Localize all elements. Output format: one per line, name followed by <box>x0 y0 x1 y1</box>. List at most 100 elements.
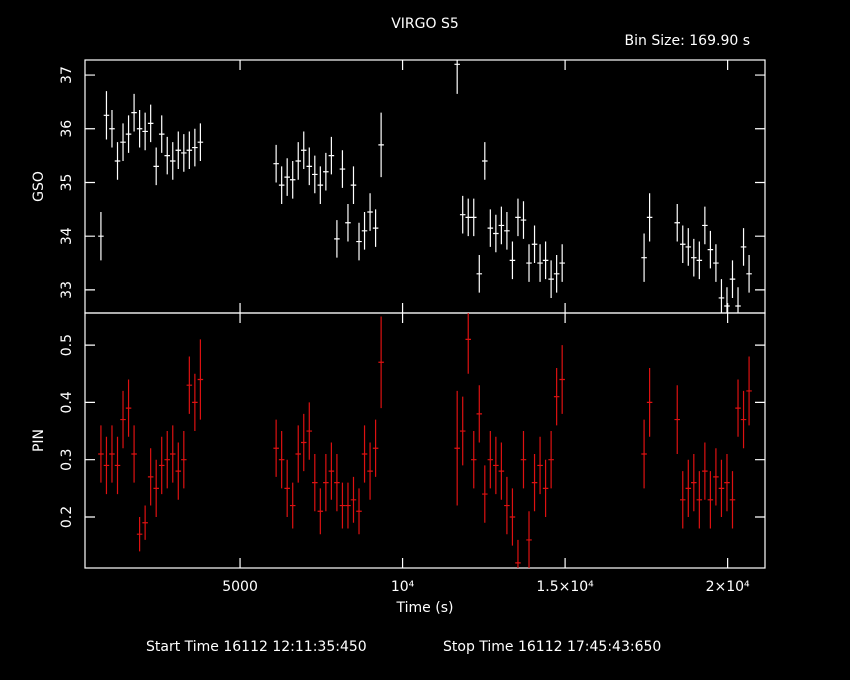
error-bar <box>646 193 653 242</box>
series <box>98 60 752 313</box>
error-bar <box>685 228 692 266</box>
error-bar <box>553 254 560 293</box>
error-bar <box>356 222 362 261</box>
bin-size: Bin Size: 169.90 s <box>625 33 750 49</box>
error-bar <box>542 459 549 517</box>
error-bar <box>476 254 483 293</box>
error-bar <box>175 442 182 500</box>
error-bar <box>192 373 198 432</box>
error-bar <box>735 379 741 437</box>
error-bar <box>125 379 132 437</box>
y-tick-label: 35 <box>59 174 75 192</box>
error-bar <box>98 212 104 261</box>
error-bar <box>729 260 736 298</box>
error-bar <box>509 241 516 280</box>
error-bar <box>131 93 137 132</box>
error-bar <box>537 436 543 495</box>
error-bar <box>295 142 301 180</box>
error-bar <box>378 316 384 409</box>
error-bar <box>120 123 126 161</box>
error-bar <box>493 214 499 253</box>
error-bar <box>158 436 165 495</box>
error-bar <box>142 112 148 151</box>
error-bar <box>339 482 346 529</box>
y-tick-label: 34 <box>59 227 75 245</box>
error-bar <box>515 539 521 568</box>
error-bar <box>186 131 193 170</box>
error-bar <box>289 160 296 199</box>
error-bar <box>515 198 521 237</box>
error-bar <box>284 158 290 196</box>
error-bar <box>476 385 483 443</box>
y-tick-label: 0.4 <box>59 391 75 413</box>
series <box>98 313 752 568</box>
error-bar <box>702 442 708 500</box>
error-bar <box>372 419 379 477</box>
error-bar <box>284 459 290 517</box>
error-bar <box>520 431 527 489</box>
error-bar <box>498 206 505 245</box>
error-bar <box>350 166 357 204</box>
error-bar <box>328 136 335 175</box>
error-bar <box>713 448 719 506</box>
error-bar <box>746 254 752 293</box>
error-bar <box>367 193 373 231</box>
y-tick-label: 0.2 <box>59 506 75 528</box>
error-bar <box>520 201 527 239</box>
error-bar <box>356 488 362 535</box>
error-bar <box>192 128 198 167</box>
plot-frame <box>84 312 766 569</box>
stop-time: Stop Time 16112 17:45:43:650 <box>443 639 661 655</box>
error-bar <box>526 511 532 568</box>
error-bar <box>317 488 324 535</box>
error-bar <box>735 287 741 313</box>
error-bar <box>724 287 730 313</box>
error-bar <box>718 459 725 517</box>
x-axis-label: Time (s) <box>396 600 454 616</box>
error-bar <box>306 402 313 460</box>
error-bar <box>537 244 543 282</box>
error-bar <box>300 413 307 472</box>
error-bar <box>454 60 460 94</box>
error-bar <box>334 220 340 258</box>
error-bar <box>273 419 279 477</box>
error-bar <box>559 345 565 414</box>
error-bar <box>312 155 318 194</box>
y-axis-label: PIN <box>31 429 47 452</box>
error-bar <box>680 225 686 264</box>
error-bar <box>181 431 187 489</box>
error-bar <box>713 244 719 282</box>
error-bar <box>493 436 499 495</box>
error-bar <box>136 109 143 148</box>
error-bar <box>746 356 752 426</box>
error-bar <box>707 471 714 529</box>
y-tick-label: 36 <box>59 120 75 138</box>
error-bar <box>306 147 313 186</box>
error-bar <box>459 396 466 466</box>
error-bar <box>328 442 335 500</box>
error-bar <box>482 142 488 180</box>
error-bar <box>164 431 170 489</box>
error-bar <box>685 459 692 517</box>
error-bar <box>131 425 137 483</box>
error-bar <box>724 453 730 512</box>
error-bar <box>170 142 176 180</box>
y-tick-label: 37 <box>59 66 75 84</box>
error-bar <box>378 112 384 178</box>
error-bar <box>674 385 680 454</box>
y-tick-label: 0.3 <box>59 449 75 471</box>
error-bar <box>482 465 488 523</box>
x-tick-label: 2×10⁴ <box>706 579 750 595</box>
error-bar <box>470 431 477 489</box>
error-bar <box>691 238 697 277</box>
error-bar <box>186 356 193 414</box>
error-bar <box>114 436 121 495</box>
y-axis-label: GSO <box>31 171 47 202</box>
error-bar <box>197 123 204 161</box>
x-tick-label: 10⁴ <box>391 579 415 595</box>
error-bar <box>504 212 510 250</box>
error-bar <box>103 91 110 140</box>
error-bar <box>170 425 176 483</box>
error-bar <box>181 134 187 172</box>
